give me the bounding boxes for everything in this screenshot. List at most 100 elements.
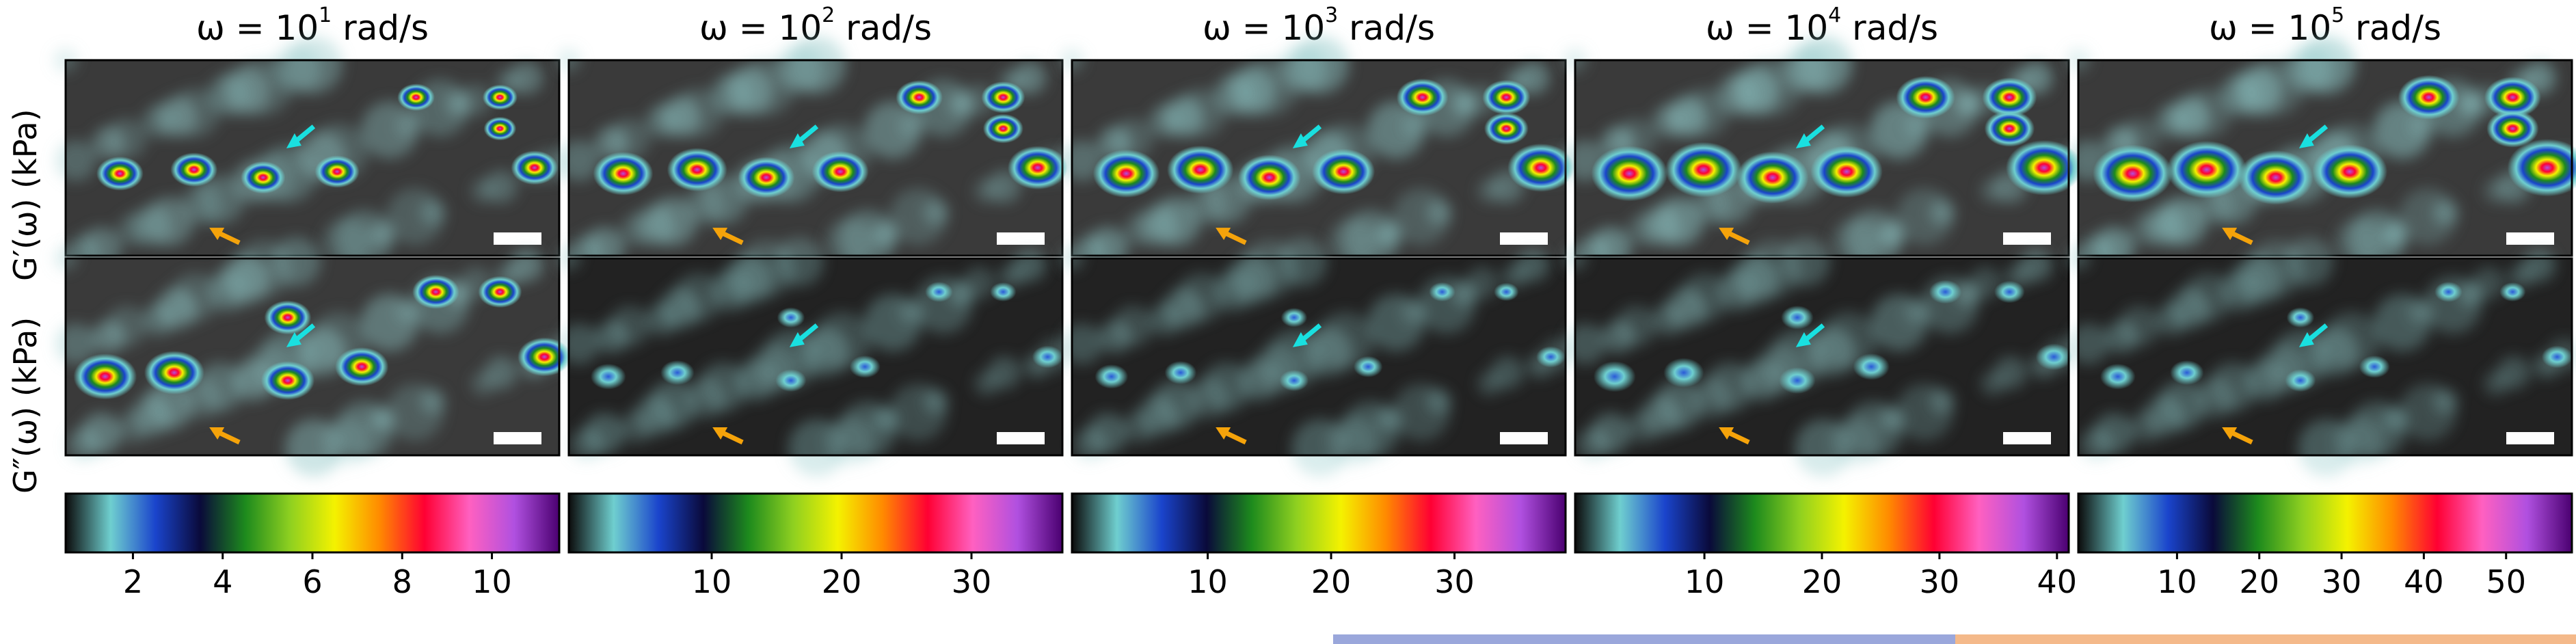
colorbar-tick-label: 10	[472, 563, 512, 600]
stiffness-spot	[2499, 282, 2526, 302]
stiffness-spot	[925, 282, 953, 302]
orange-arrowhead	[209, 228, 225, 241]
scale-bar	[1500, 232, 1548, 245]
stiffness-spot	[1736, 151, 1809, 204]
colorbar-tick-label: 8	[392, 563, 412, 600]
map-texture	[556, 36, 1071, 268]
stiffness-spot	[1507, 143, 1574, 192]
colorbar-tick-label: 40	[2037, 563, 2078, 600]
stiffness-spot	[264, 300, 312, 335]
stiffness-spot	[1494, 282, 1519, 301]
stiffness-spot	[73, 353, 137, 400]
stiffness-spot	[1237, 155, 1301, 200]
colorbar-tick-label: 2	[122, 563, 144, 600]
stiffness-spot	[777, 307, 805, 328]
stiffness-spot	[811, 150, 869, 193]
orange-arrowhead	[1719, 228, 1734, 241]
stiffness-spot	[1484, 112, 1529, 145]
map-texture	[2066, 237, 2576, 477]
stiffness-spot	[738, 157, 795, 198]
panel-frame	[64, 257, 561, 457]
stiffness-spot	[1663, 358, 1704, 388]
stiffness-spot	[1164, 361, 1197, 385]
stiffness-spot	[1032, 345, 1063, 368]
stiffness-spot	[2312, 144, 2388, 199]
stiffness-spot	[1312, 148, 1376, 195]
colorbar-tick-label: 20	[2239, 563, 2279, 600]
colorbar-tick-label: 20	[1801, 563, 1842, 600]
title-unit: rad/s	[332, 8, 429, 48]
stiffness-spot	[2166, 140, 2247, 199]
footer-bar-blue	[1333, 634, 1955, 644]
title-exponent: 1	[319, 3, 332, 27]
stiffness-spot	[1092, 149, 1160, 198]
stiffness-spot	[2238, 150, 2313, 205]
column-title-2: ω = 102 rad/s	[569, 5, 1062, 49]
cyan-arrowhead	[1292, 133, 1308, 148]
orange-arrowhead	[209, 427, 225, 440]
title-unit: rad/s	[1338, 8, 1435, 48]
title-unit: rad/s	[2344, 8, 2441, 48]
scale-bar	[2506, 432, 2554, 444]
stiffness-spot	[1591, 146, 1668, 202]
panel-frame	[1071, 257, 1567, 457]
stiffness-spot	[1536, 346, 1566, 368]
cyan-arrowhead	[1292, 332, 1308, 347]
stiffness-spot	[511, 150, 559, 185]
stiffness-spot	[775, 369, 807, 392]
stiffness-spot	[397, 83, 435, 111]
stiffness-spot	[2541, 345, 2573, 368]
cyan-arrowhead	[286, 133, 301, 148]
stiffness-spot	[1994, 280, 2025, 304]
stiffness-spot	[660, 360, 695, 386]
stiffness-spot	[412, 274, 459, 309]
colorbar-5	[2077, 492, 2573, 554]
cyan-arrowhead	[2298, 133, 2314, 148]
stiffness-spot	[1810, 145, 1883, 198]
cyan-arrowhead	[789, 332, 805, 347]
stiffness-spot	[2486, 109, 2539, 148]
colorbar-tick-label: 30	[2321, 563, 2362, 600]
stiffness-spot	[590, 363, 626, 390]
cyan-arrowhead	[789, 133, 805, 148]
orange-arrowhead	[1216, 427, 1231, 440]
stiffness-spot	[2093, 144, 2173, 203]
stiffness-spot	[96, 156, 144, 191]
stiffness-spot	[1779, 367, 1816, 394]
title-exponent: 3	[1325, 3, 1339, 27]
stiffness-spot	[144, 351, 204, 394]
scale-bar	[2003, 232, 2051, 245]
stiffness-spot	[1665, 142, 1742, 198]
stiffness-spot	[1353, 355, 1383, 377]
stiffness-spot	[982, 113, 1023, 144]
scale-bar	[494, 232, 541, 245]
stiffness-spot	[990, 282, 1017, 302]
stiffness-spot	[2035, 343, 2073, 371]
storage-panel-4	[1563, 36, 2082, 268]
orange-arrowhead	[1719, 427, 1734, 440]
title-unit: rad/s	[835, 8, 932, 48]
stiffness-spot	[1593, 361, 1636, 392]
stiffness-spot	[260, 361, 315, 400]
colorbar-tick-label: 30	[951, 563, 992, 600]
stiffness-spot	[2005, 139, 2082, 196]
title-exponent: 2	[822, 3, 835, 27]
stiffness-spot	[1279, 369, 1309, 392]
colorbar-tick-label: 30	[1434, 563, 1475, 600]
loss-panel-3	[1060, 237, 1574, 477]
stiffness-spot	[2507, 139, 2576, 197]
colorbar-2	[567, 492, 1064, 554]
stiffness-spot	[170, 152, 218, 187]
column-title-4: ω = 104 rad/s	[1575, 5, 2069, 49]
scale-bar	[494, 432, 541, 444]
colorbar-tick-label: 6	[302, 563, 323, 600]
stiffness-spot	[1396, 78, 1449, 116]
stiffness-spot	[1984, 110, 2035, 147]
stiffness-spot	[482, 84, 518, 110]
stiffness-spot	[1853, 353, 1890, 380]
colorbar-tick-label: 20	[1311, 563, 1352, 600]
colorbar-tick-label: 10	[1188, 563, 1228, 600]
stiffness-spot	[1429, 282, 1455, 302]
